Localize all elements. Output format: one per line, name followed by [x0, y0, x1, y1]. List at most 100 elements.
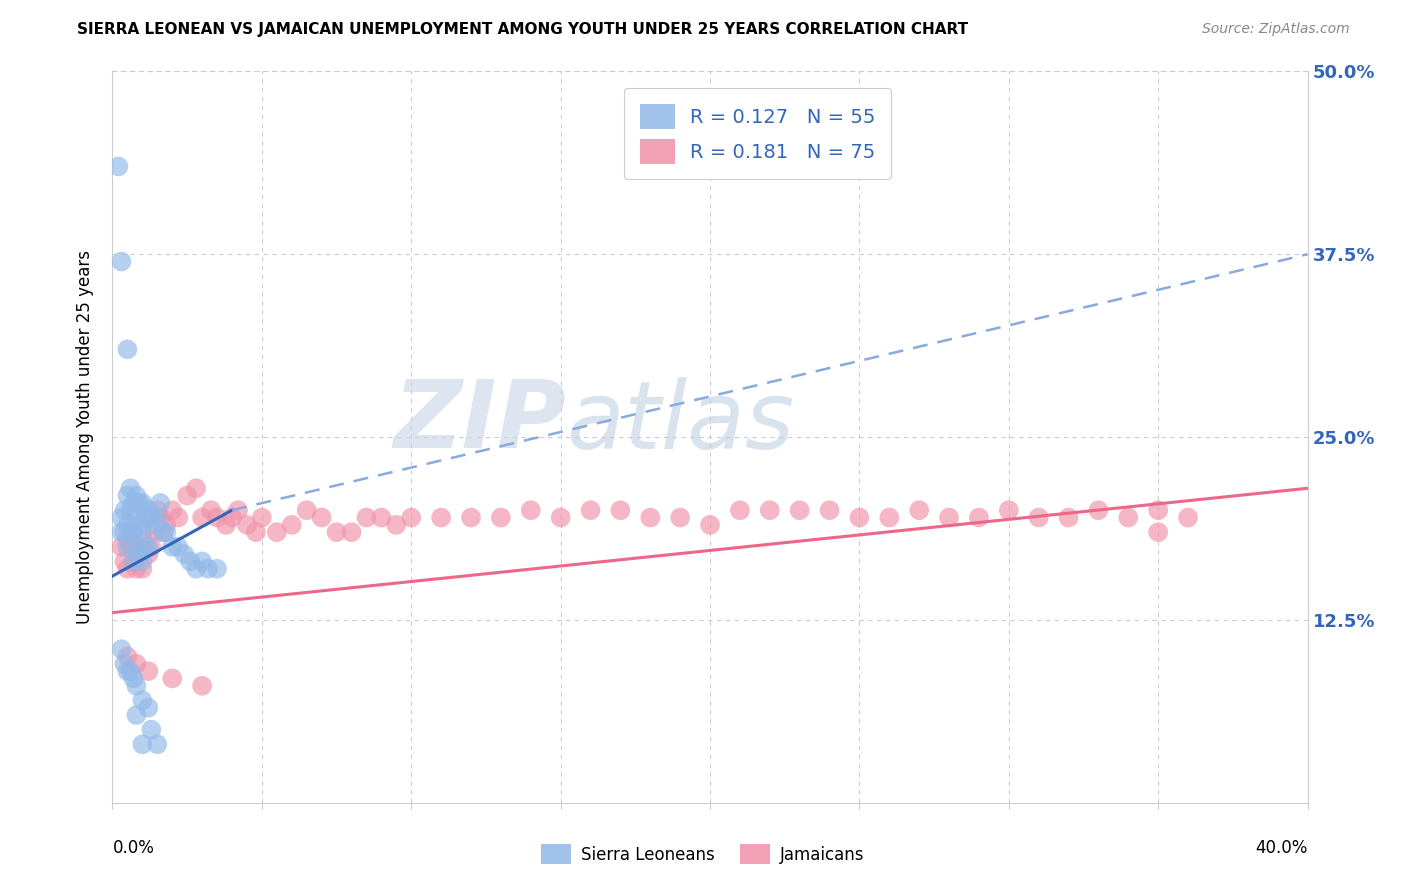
Point — [141, 540, 163, 554]
Point — [205, 510, 228, 524]
Point — [908, 503, 931, 517]
Point — [520, 503, 543, 517]
Point — [125, 657, 148, 671]
Point — [138, 700, 160, 714]
Point — [430, 510, 453, 524]
Point — [122, 554, 145, 568]
Point — [191, 554, 214, 568]
Point — [759, 503, 782, 517]
Point — [138, 664, 160, 678]
Point — [998, 503, 1021, 517]
Point — [489, 510, 512, 524]
Point — [699, 517, 721, 532]
Point — [579, 503, 602, 517]
Point — [143, 517, 166, 532]
Text: atlas: atlas — [567, 377, 794, 468]
Point — [152, 525, 174, 540]
Point — [117, 343, 139, 357]
Point — [938, 510, 960, 524]
Point — [146, 737, 169, 751]
Point — [460, 510, 482, 524]
Point — [146, 510, 169, 524]
Point — [120, 503, 142, 517]
Point — [325, 525, 347, 540]
Point — [155, 525, 177, 540]
Y-axis label: Unemployment Among Youth under 25 years: Unemployment Among Youth under 25 years — [76, 250, 94, 624]
Text: 40.0%: 40.0% — [1256, 839, 1308, 857]
Point — [281, 517, 304, 532]
Point — [1118, 510, 1140, 524]
Point — [186, 562, 208, 576]
Point — [114, 525, 135, 540]
Point — [191, 679, 214, 693]
Text: 0.0%: 0.0% — [112, 839, 155, 857]
Point — [125, 510, 148, 524]
Point — [122, 525, 145, 540]
Point — [152, 525, 174, 540]
Point — [1177, 510, 1199, 524]
Point — [143, 525, 166, 540]
Point — [128, 517, 150, 532]
Point — [138, 503, 160, 517]
Point — [122, 672, 145, 686]
Point — [110, 525, 132, 540]
Point — [311, 510, 333, 524]
Point — [340, 525, 363, 540]
Point — [162, 503, 183, 517]
Point — [131, 562, 153, 576]
Point — [114, 554, 135, 568]
Point — [141, 723, 163, 737]
Point — [120, 481, 142, 495]
Point — [167, 540, 190, 554]
Point — [125, 540, 148, 554]
Point — [110, 540, 132, 554]
Point — [179, 554, 201, 568]
Point — [125, 679, 148, 693]
Point — [149, 510, 172, 524]
Point — [117, 562, 139, 576]
Point — [125, 708, 148, 723]
Point — [176, 489, 198, 503]
Point — [370, 510, 392, 524]
Point — [141, 510, 163, 524]
Point — [138, 547, 160, 561]
Point — [117, 664, 139, 678]
Point — [191, 510, 214, 524]
Point — [114, 503, 135, 517]
Point — [250, 510, 273, 524]
Point — [550, 510, 572, 524]
Point — [266, 525, 288, 540]
Point — [128, 496, 150, 510]
Point — [117, 540, 139, 554]
Point — [967, 510, 990, 524]
Point — [131, 554, 153, 568]
Point — [356, 510, 378, 524]
Point — [640, 510, 662, 524]
Point — [879, 510, 901, 524]
Point — [728, 503, 751, 517]
Point — [131, 737, 153, 751]
Point — [138, 540, 160, 554]
Point — [120, 540, 142, 554]
Point — [125, 562, 148, 576]
Point — [117, 533, 139, 547]
Point — [848, 510, 870, 524]
Point — [120, 525, 142, 540]
Point — [162, 672, 183, 686]
Point — [818, 503, 841, 517]
Point — [245, 525, 267, 540]
Point — [236, 517, 259, 532]
Text: SIERRA LEONEAN VS JAMAICAN UNEMPLOYMENT AMONG YOUTH UNDER 25 YEARS CORRELATION C: SIERRA LEONEAN VS JAMAICAN UNEMPLOYMENT … — [77, 22, 969, 37]
Point — [128, 547, 150, 561]
Point — [385, 517, 408, 532]
Point — [1087, 503, 1109, 517]
Point — [120, 664, 142, 678]
Point — [125, 540, 148, 554]
Text: ZIP: ZIP — [394, 376, 567, 468]
Point — [197, 562, 219, 576]
Text: Source: ZipAtlas.com: Source: ZipAtlas.com — [1202, 22, 1350, 37]
Point — [110, 254, 132, 268]
Point — [117, 489, 139, 503]
Point — [107, 160, 129, 174]
Point — [167, 510, 190, 524]
